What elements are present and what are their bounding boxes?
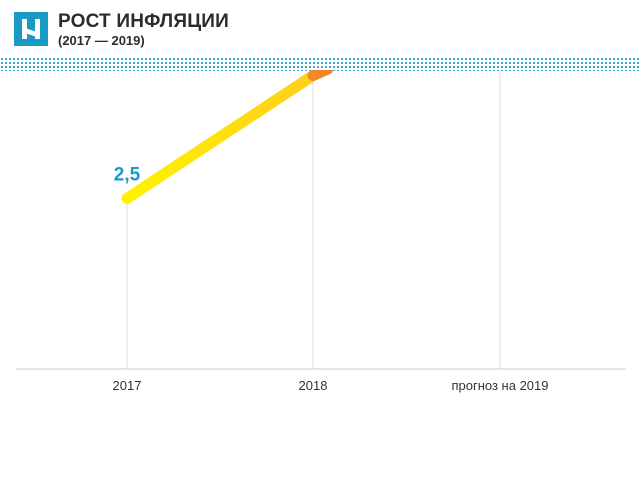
x-tick-label-3: прогноз на 2019: [451, 378, 548, 393]
logo-icon: [14, 12, 48, 46]
dotted-divider: [0, 57, 640, 71]
x-tick-label-2: 2018: [299, 378, 328, 393]
actual-series-line: [121, 70, 319, 204]
value-label-1: 2,5: [114, 164, 141, 185]
chart-subtitle: (2017 — 2019): [58, 33, 145, 48]
forecast-series-line: [307, 70, 340, 82]
chart-header: РОСТ ИНФЛЯЦИИ (2017 — 2019): [0, 0, 640, 71]
chart-title: РОСТ ИНФЛЯЦИИ: [58, 11, 229, 32]
x-tick-label-1: 2017: [113, 378, 142, 393]
